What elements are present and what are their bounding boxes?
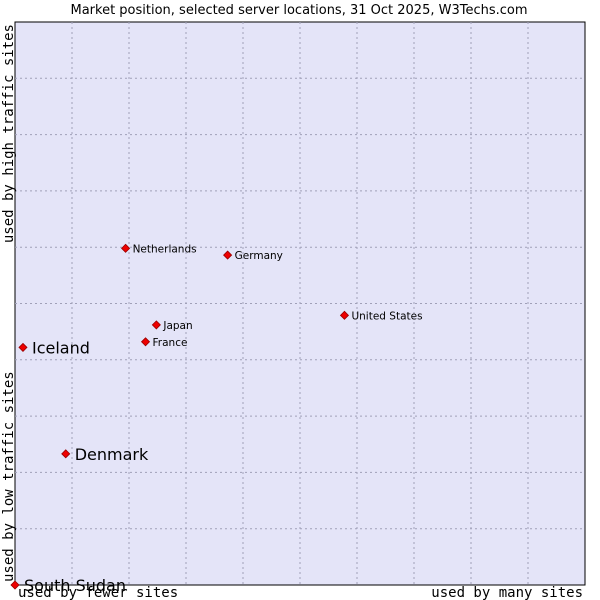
point-marker-germany: [223, 250, 233, 260]
point-marker-united-states: [339, 310, 350, 320]
point-marker-japan: [151, 320, 161, 330]
grid-lines: [15, 22, 585, 585]
point-marker-iceland: [18, 342, 28, 352]
point-marker-denmark: [61, 449, 71, 459]
point-label-france: France: [153, 337, 188, 349]
point-label-united-states: United States: [351, 310, 422, 322]
point-label-denmark: Denmark: [75, 445, 149, 464]
point-label-netherlands: Netherlands: [133, 243, 197, 255]
data-points: Netherlands Germany United States Japan Fran…: [10, 243, 423, 595]
point-label-germany: Germany: [235, 250, 283, 262]
point-marker-south-sudan: [10, 580, 20, 590]
y-axis-label-high: used by high traffic sites: [1, 24, 17, 243]
point-marker-france: [140, 337, 151, 347]
x-axis-label-right: used by many sites: [431, 585, 583, 600]
point-label-japan: Japan: [162, 320, 192, 332]
point-label-south-sudan: South Sudan: [24, 576, 126, 595]
y-axis-label-low: used by low traffic sites: [1, 371, 17, 582]
x-axis-label-left: used by fewer sites: [18, 585, 178, 600]
point-label-iceland: Iceland: [32, 338, 90, 357]
point-marker-netherlands: [121, 243, 131, 253]
chart-title: Market position, selected server locatio…: [70, 3, 527, 18]
